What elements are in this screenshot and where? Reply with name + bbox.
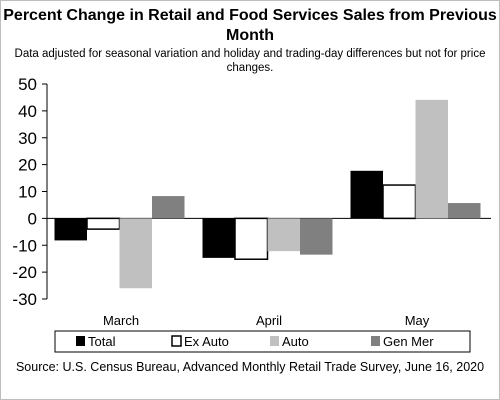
bar-total-march: [54, 218, 87, 241]
bar-gen-mer-april: [300, 218, 333, 255]
bar-ex-auto-may: [382, 184, 417, 220]
legend-swatch-total: [76, 336, 85, 346]
y-tick-label: 0: [28, 209, 37, 228]
legend-swatch-ex-auto: [171, 335, 182, 347]
bar-gen-mer-march: [152, 196, 185, 219]
chart-subtitle: Data adjusted for seasonal variation and…: [14, 48, 486, 74]
legend-swatch-auto: [270, 336, 279, 346]
bar-total-april: [202, 218, 235, 258]
y-tick-label: -30: [12, 290, 37, 309]
legend-label: Gen Mer: [383, 334, 434, 349]
legend-label: Auto: [282, 334, 309, 349]
bar-ex-auto-april: [234, 217, 269, 260]
bar-gen-mer-may: [448, 203, 481, 219]
bar-ex-auto-march: [86, 217, 121, 230]
y-tick-label: -20: [12, 263, 37, 282]
y-tick-label: -10: [12, 236, 37, 255]
legend-swatch-gen-mer: [371, 336, 380, 346]
source-note: Source: U.S. Census Bureau, Advanced Mon…: [15, 360, 485, 374]
chart-title: Percent Change in Retail and Food Servic…: [3, 7, 497, 44]
bar-auto-march: [119, 218, 152, 289]
legend-box: [54, 330, 471, 353]
y-tick-label: 40: [18, 102, 37, 121]
x-category-label: May: [405, 313, 430, 328]
y-tick-label: 50: [18, 75, 37, 94]
y-tick-label: 30: [18, 129, 37, 148]
bar-total-may: [350, 170, 383, 219]
bar-auto-may: [415, 99, 448, 219]
y-tick-label: 10: [18, 183, 37, 202]
legend-label: Total: [88, 334, 116, 349]
y-tick-label: 20: [18, 156, 37, 175]
legend-label: Ex Auto: [184, 334, 229, 349]
x-category-label: March: [103, 313, 139, 328]
x-category-label: April: [256, 313, 282, 328]
bar-auto-april: [267, 218, 300, 252]
